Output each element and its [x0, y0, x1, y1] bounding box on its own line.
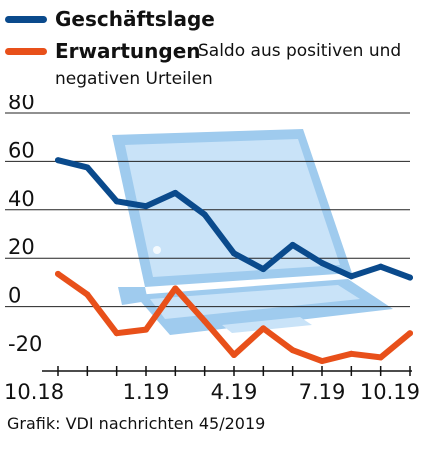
- y-tick-label: 20: [8, 235, 35, 259]
- legend-swatch-erwartungen: [5, 48, 47, 55]
- x-axis: 10.18 1.19 4.19 7.19 10.19: [4, 366, 420, 404]
- y-tick-label: 60: [8, 138, 35, 162]
- legend-note-line-1: Saldo aus positiven und: [198, 41, 402, 61]
- data-point: [55, 270, 61, 277]
- data-point: [172, 285, 179, 292]
- data-point: [289, 241, 296, 248]
- data-point: [377, 354, 384, 361]
- data-point: [143, 203, 149, 210]
- data-point: [231, 352, 237, 358]
- y-tick-label: 0: [8, 284, 21, 308]
- data-point: [201, 318, 208, 325]
- data-point: [348, 350, 355, 357]
- y-axis-tick-labels: 80 60 40 20 0 -20: [8, 95, 42, 356]
- x-tick-label: 1.19: [123, 380, 170, 404]
- data-point: [407, 330, 413, 337]
- data-point: [231, 250, 237, 257]
- data-point: [319, 260, 325, 267]
- data-point: [172, 189, 179, 196]
- y-tick-label: -20: [8, 332, 42, 356]
- legend-note-line-2: negativen Urteilen: [55, 69, 213, 89]
- x-tick-label: 10.19: [360, 380, 420, 404]
- data-point: [143, 326, 149, 333]
- data-point: [407, 274, 413, 281]
- data-point: [260, 266, 267, 273]
- y-tick-label: 40: [8, 187, 35, 211]
- legend-swatch-geschaeftslage: [5, 16, 47, 23]
- laptop-icon: [112, 129, 393, 335]
- y-tick-label: 80: [8, 95, 35, 114]
- x-tick-label: 4.19: [211, 380, 258, 404]
- legend: Geschäftslage Erwartungen Saldo aus posi…: [0, 0, 426, 95]
- line-chart: 80 60 40 20 0 -20 10.18 1.19 4.19 7.19 10.19: [4, 95, 420, 404]
- data-point: [84, 164, 91, 171]
- series-lines: [55, 157, 413, 365]
- data-point: [113, 198, 120, 205]
- data-point: [319, 358, 325, 365]
- data-point: [113, 330, 120, 337]
- legend-item-geschaeftslage: Geschäftslage: [0, 6, 426, 32]
- data-point: [55, 157, 61, 164]
- legend-item-erwartungen: Erwartungen: [0, 38, 426, 64]
- source-credit: Grafik: VDI nachrichten 45/2019: [7, 414, 266, 433]
- data-point: [377, 263, 384, 270]
- x-tick-label: 10.18: [4, 380, 64, 404]
- data-point: [348, 273, 355, 280]
- data-point: [289, 347, 296, 354]
- data-point: [201, 211, 208, 218]
- legend-label-erwartungen: Erwartungen: [55, 39, 201, 63]
- data-point: [260, 325, 267, 332]
- x-tick-label: 7.19: [299, 380, 346, 404]
- data-point: [84, 291, 91, 298]
- legend-label-geschaeftslage: Geschäftslage: [55, 7, 215, 31]
